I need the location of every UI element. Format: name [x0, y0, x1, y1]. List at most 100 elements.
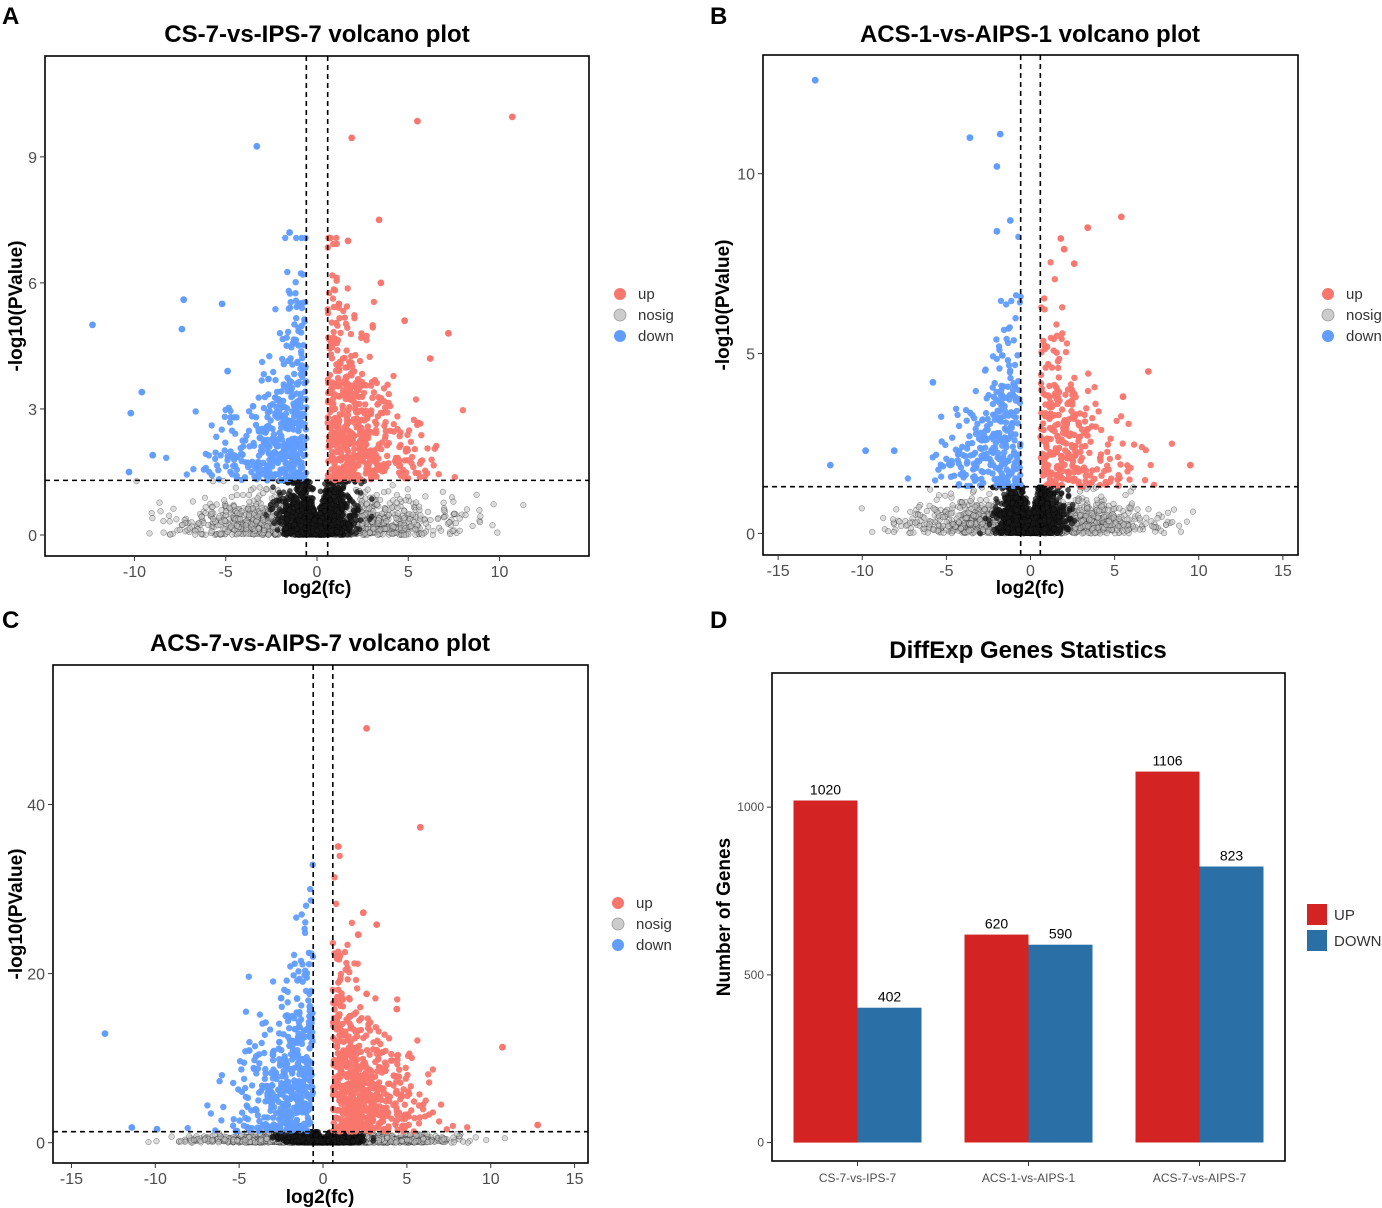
up-point	[331, 391, 339, 398]
nosig-point	[422, 493, 429, 500]
x-tick-label: 10	[491, 564, 509, 581]
nosig-point	[208, 528, 215, 535]
nosig-point	[416, 503, 423, 510]
nosig-point	[424, 508, 432, 515]
up-point	[363, 407, 370, 415]
nosig-point	[287, 488, 293, 494]
down-point	[293, 380, 300, 387]
down-point	[224, 367, 232, 375]
nosig-point	[284, 516, 290, 523]
nosig-point	[334, 529, 340, 535]
nosig-point	[170, 505, 177, 512]
down-point	[258, 377, 265, 384]
up-point	[382, 419, 389, 426]
nosig-point	[223, 508, 230, 515]
down-point	[127, 409, 135, 417]
up-point	[430, 462, 437, 469]
nosig-point	[288, 493, 294, 499]
down-point	[233, 466, 240, 473]
nosig-point	[370, 525, 377, 533]
down-point	[279, 335, 286, 343]
nosig-point	[166, 512, 173, 519]
nosig-point	[927, 486, 934, 493]
nosig-point	[255, 525, 262, 532]
x-tick-label: -10	[123, 564, 146, 581]
up-point	[365, 467, 373, 475]
up-point	[372, 455, 380, 463]
up-point	[431, 445, 438, 452]
up-point	[339, 402, 346, 409]
nosig-point	[146, 530, 153, 537]
nosig-point	[438, 527, 445, 534]
up-point	[370, 298, 378, 306]
up-point	[394, 413, 401, 420]
nosig-point	[463, 506, 470, 513]
nosig-point	[440, 499, 447, 506]
down-point	[276, 330, 284, 337]
nosig-point	[298, 529, 304, 535]
nosig-point	[341, 494, 348, 500]
nosig-point	[1105, 506, 1112, 513]
up-point	[344, 324, 351, 331]
nosig-point	[133, 478, 140, 485]
nosig-point	[361, 530, 368, 537]
panel-letter: A	[2, 3, 19, 30]
nosig-point	[263, 512, 269, 518]
up-point	[422, 467, 429, 474]
up-point	[350, 451, 357, 458]
up-point	[343, 303, 351, 310]
nosig-point	[263, 485, 270, 493]
up-point	[348, 382, 356, 389]
nosig-point	[317, 510, 323, 517]
legend-marker	[614, 330, 626, 342]
nosig-point	[412, 531, 419, 538]
nosig-point	[209, 503, 216, 510]
down-point	[255, 428, 262, 435]
up-point	[365, 434, 372, 442]
down-point	[180, 296, 188, 304]
legend-label: up	[638, 286, 655, 303]
nosig-point	[221, 517, 228, 524]
down-point	[270, 368, 277, 376]
nosig-point	[949, 502, 956, 509]
up-point	[356, 445, 363, 453]
down-point	[89, 321, 96, 329]
up-point	[385, 390, 392, 398]
nosig-point	[427, 516, 434, 524]
nosig-point	[462, 512, 469, 519]
nosig-point	[374, 531, 381, 538]
y-axis-title: -log10(PValue)	[6, 241, 27, 372]
up-point	[364, 423, 372, 430]
nosig-point	[404, 486, 411, 493]
up-point	[343, 347, 350, 354]
nosig-point	[260, 490, 267, 497]
down-point	[279, 355, 286, 363]
up-point	[369, 324, 376, 331]
nosig-point	[355, 503, 361, 509]
up-point	[396, 443, 403, 451]
down-point	[272, 376, 279, 384]
up-point	[366, 353, 373, 360]
up-point	[401, 317, 408, 325]
nosig-point	[349, 498, 356, 505]
up-point	[355, 462, 362, 469]
nosig-point	[419, 531, 426, 538]
down-point	[287, 378, 295, 385]
nosig-point	[335, 519, 341, 525]
down-point	[290, 426, 297, 433]
up-point	[331, 338, 338, 345]
nosig-point	[1142, 520, 1149, 527]
up-point	[369, 394, 376, 402]
nosig-point	[333, 498, 339, 504]
down-point	[200, 466, 208, 473]
up-point	[428, 456, 435, 463]
panel-a: A CS-7-vs-IPS-7 volcano plot -10 -5 0 5 1003…	[2, 3, 674, 599]
nosig-point	[311, 517, 318, 523]
up-point	[407, 438, 415, 446]
nosig-point	[270, 484, 276, 490]
up-point	[445, 329, 452, 337]
down-point	[258, 358, 266, 366]
down-point	[233, 472, 240, 479]
up-point	[410, 416, 418, 423]
nosig-point	[186, 525, 193, 532]
